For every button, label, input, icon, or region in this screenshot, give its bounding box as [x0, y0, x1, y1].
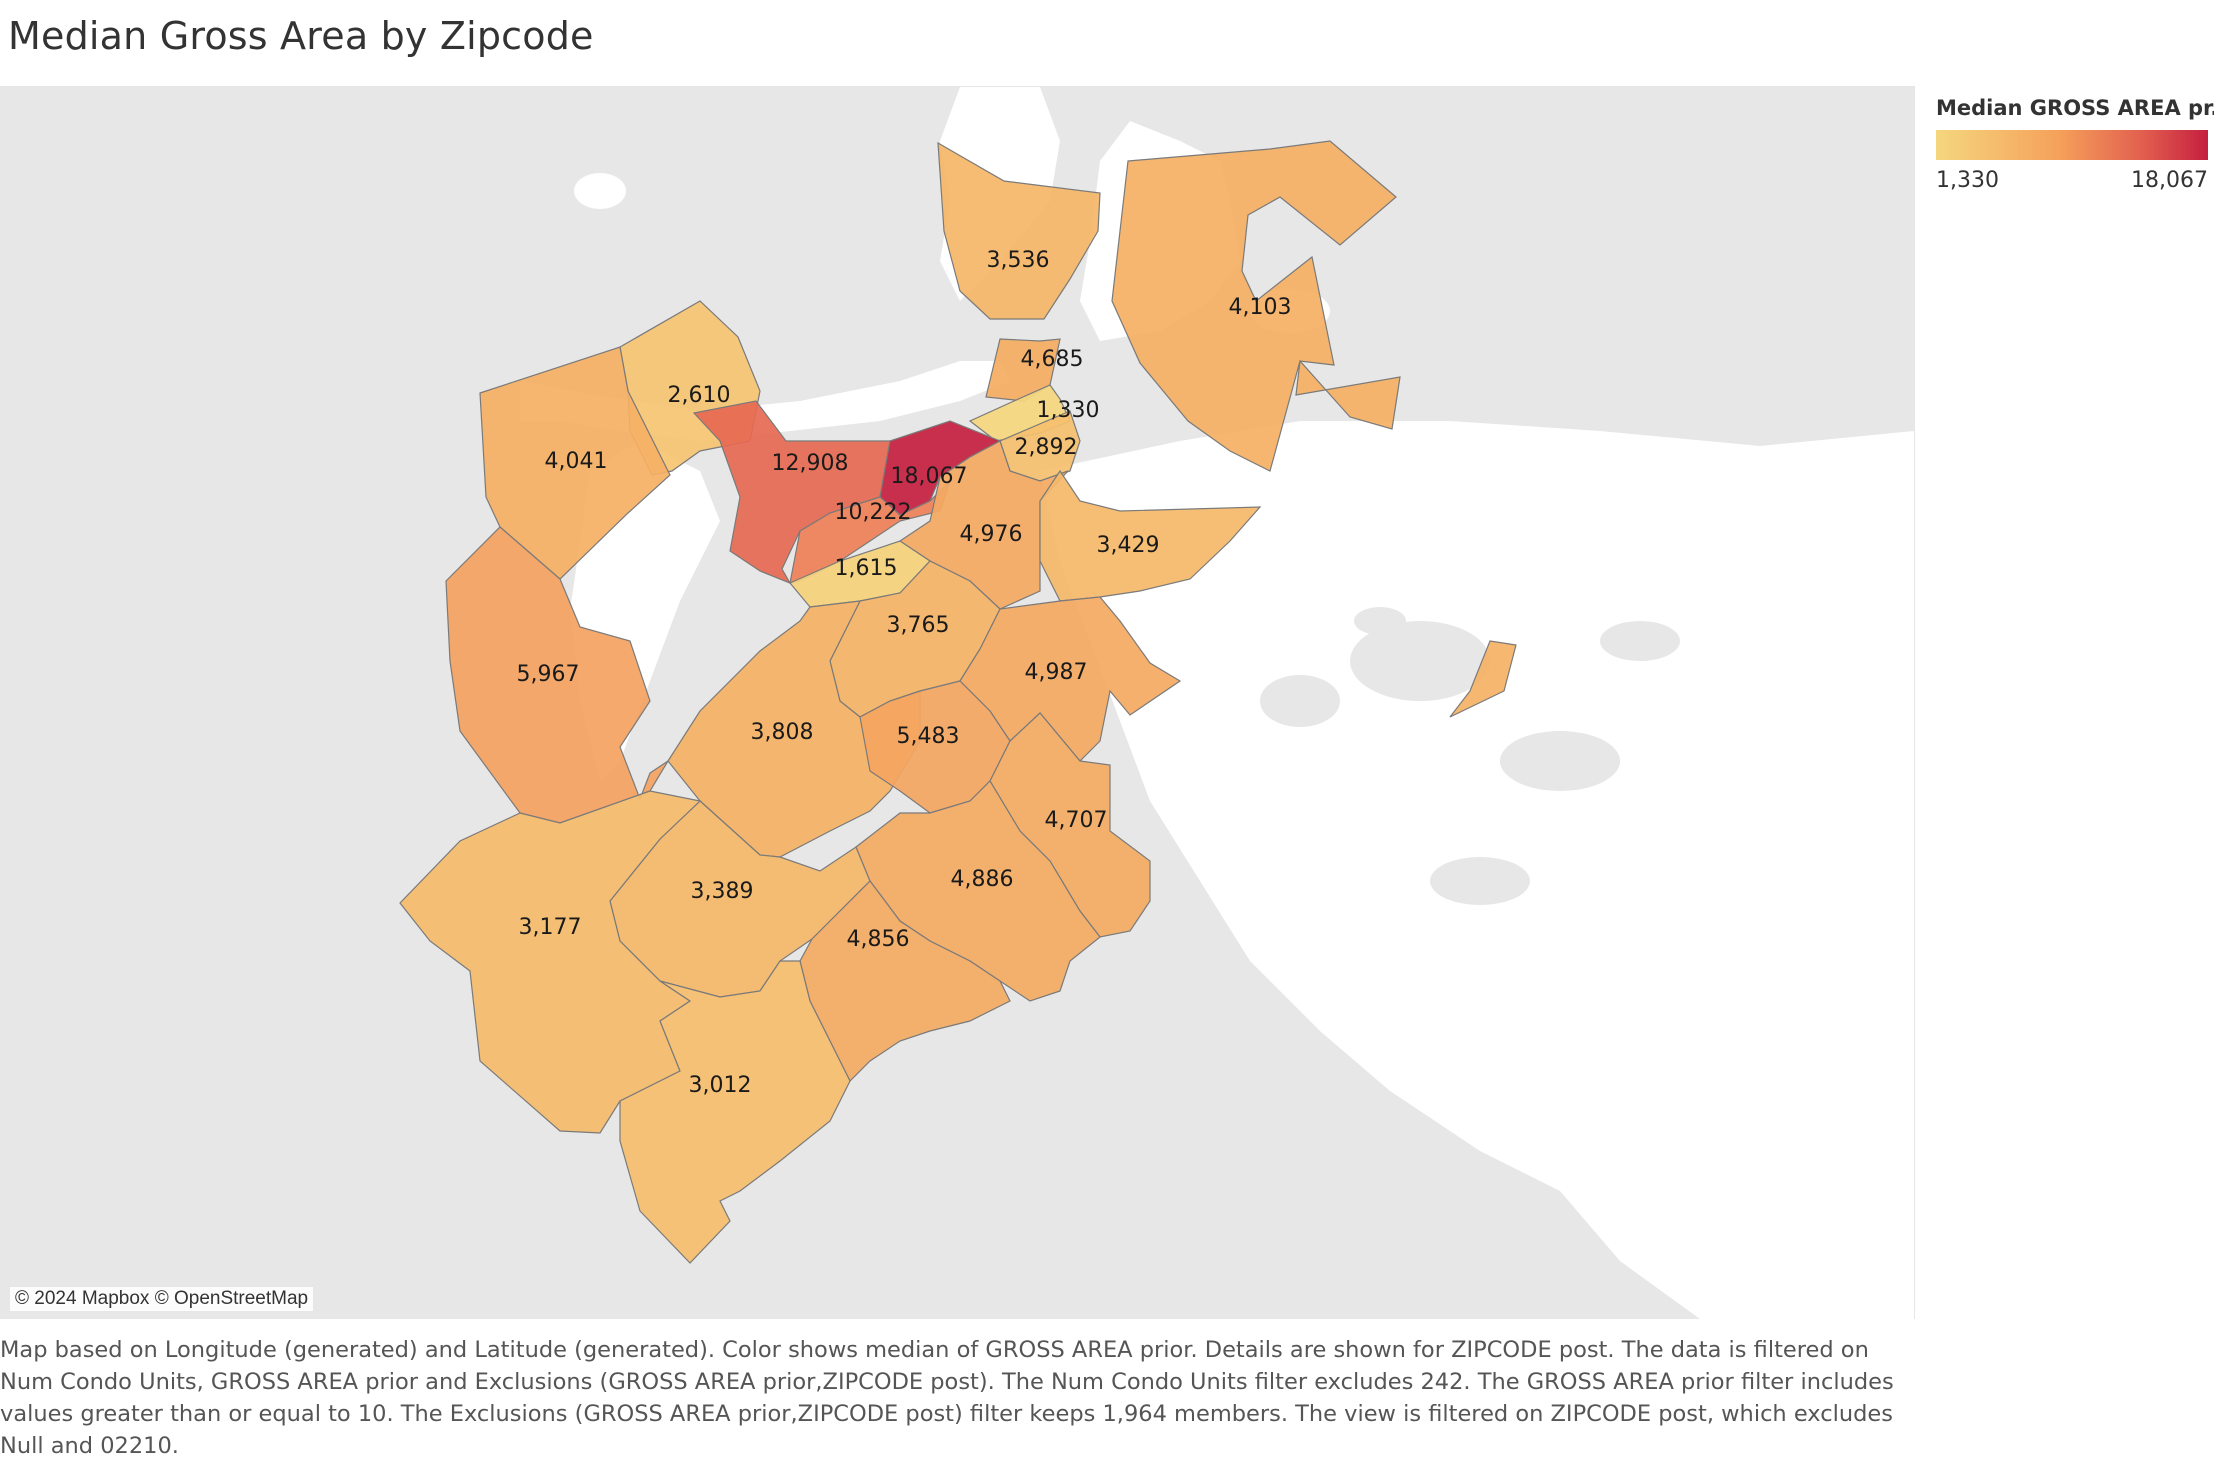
region-label-4707: 4,707 [1045, 808, 1108, 833]
region-label-3389: 3,389 [691, 879, 754, 904]
region-label-3808: 3,808 [751, 720, 814, 745]
region-label-2610: 2,610 [668, 383, 731, 408]
island-land [1350, 621, 1490, 701]
legend-min-label: 1,330 [1936, 168, 1999, 193]
island-land [1600, 621, 1680, 661]
map-view[interactable]: 3,536 4,103 4,685 1,330 2,610 4,041 12,9… [0, 86, 1915, 1319]
region-label-18067: 18,067 [891, 464, 968, 489]
region-label-10222: 10,222 [835, 500, 912, 525]
region-label-5483: 5,483 [897, 724, 960, 749]
zip-region-12908[interactable] [692, 400, 891, 585]
region-label-1615: 1,615 [835, 556, 898, 581]
region-label-4856: 4,856 [847, 927, 910, 952]
pond-water [574, 173, 626, 209]
zip-region-3536[interactable] [937, 141, 1101, 320]
region-label-5967: 5,967 [517, 662, 580, 687]
island-land [1430, 857, 1530, 905]
legend-range: 1,330 18,067 [1936, 168, 2208, 193]
legend-color-ramp [1936, 130, 2208, 160]
zip-region-3012[interactable] [619, 960, 851, 1264]
region-label-3765: 3,765 [887, 613, 950, 638]
map-caption: Map based on Longitude (generated) and L… [0, 1337, 1894, 1459]
region-label-4976: 4,976 [960, 522, 1023, 547]
region-labels: 3,536 4,103 4,685 1,330 2,610 4,041 12,9… [517, 248, 1292, 1098]
legend-max-label: 18,067 [2131, 168, 2208, 193]
pond-water [1240, 507, 1300, 535]
zip-region-5967[interactable] [445, 526, 669, 824]
zip-region-4103[interactable] [1111, 140, 1401, 472]
region-label-3536: 3,536 [987, 248, 1050, 273]
zip-region-island[interactable] [1449, 640, 1517, 718]
color-legend: Median GROSS AREA pr.. 1,330 18,067 [1936, 96, 2214, 193]
region-label-4041: 4,041 [545, 449, 608, 474]
region-label-12908: 12,908 [772, 451, 849, 476]
zip-region-3429[interactable] [1039, 469, 1262, 602]
region-label-4103: 4,103 [1229, 295, 1292, 320]
region-label-4886: 4,886 [951, 867, 1014, 892]
map-attribution[interactable]: © 2024 Mapbox © OpenStreetMap [10, 1287, 314, 1311]
zip-region-4041[interactable] [479, 346, 671, 580]
island-land [1500, 731, 1620, 791]
legend-title[interactable]: Median GROSS AREA pr.. [1936, 96, 2214, 120]
zipcode-regions [399, 140, 1517, 1264]
region-label-3012: 3,012 [689, 1073, 752, 1098]
page-title: Median Gross Area by Zipcode [8, 14, 594, 58]
region-label-4685: 4,685 [1021, 347, 1084, 372]
region-label-1330: 1,330 [1037, 398, 1100, 423]
region-label-3429: 3,429 [1097, 533, 1160, 558]
region-label-4987: 4,987 [1025, 660, 1088, 685]
region-label-3177: 3,177 [519, 915, 582, 940]
island-land [1260, 675, 1340, 727]
region-label-2892: 2,892 [1015, 435, 1078, 460]
